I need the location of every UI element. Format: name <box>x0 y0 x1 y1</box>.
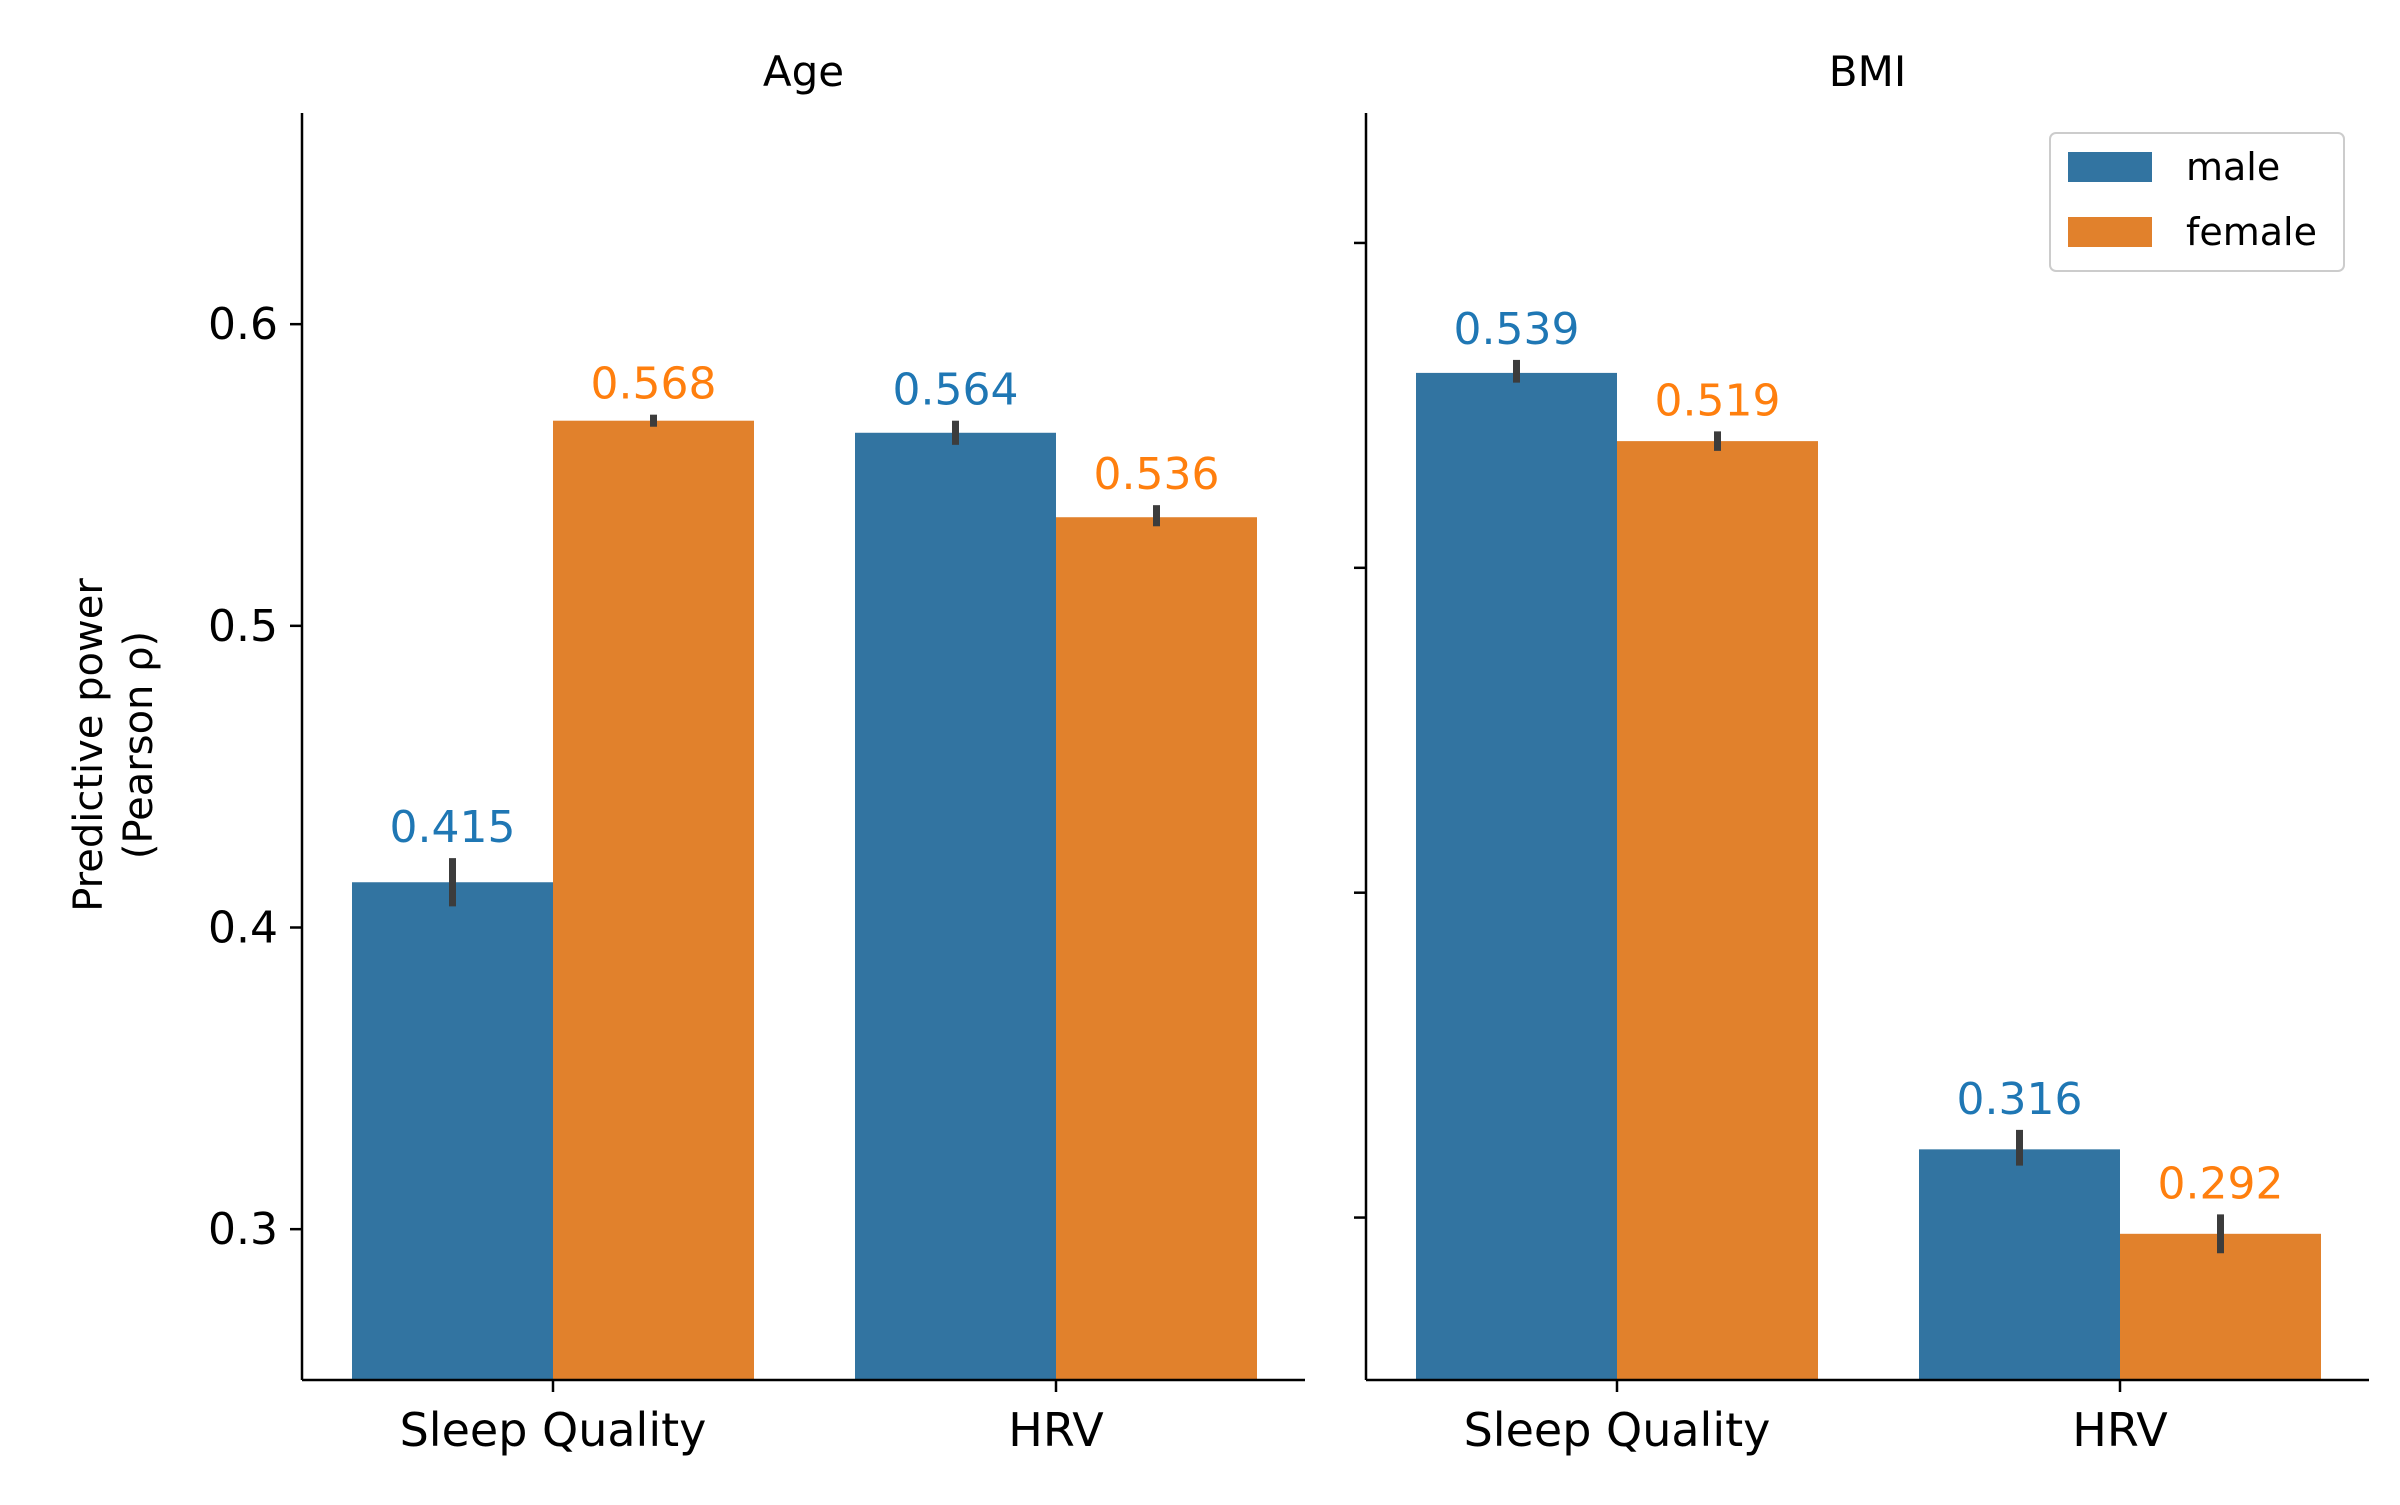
x-tick-label: HRV <box>2072 1403 2168 1457</box>
bar-female <box>1056 517 1257 1380</box>
data-label: 0.415 <box>390 802 516 853</box>
y-tick-label: 0.5 <box>208 601 278 652</box>
data-label: 0.568 <box>591 359 717 410</box>
legend-label-male: male <box>2186 145 2280 189</box>
data-label: 0.564 <box>893 365 1019 416</box>
bar-male <box>855 432 1056 1380</box>
data-label: 0.316 <box>1957 1074 2083 1125</box>
x-tick-label: Sleep Quality <box>1464 1403 1771 1457</box>
legend-label-female: female <box>2186 210 2317 254</box>
x-tick-label: HRV <box>1008 1403 1104 1457</box>
y-axis-label-line2: (Pearson ρ) <box>116 631 162 859</box>
panel-0: Age 0.415 0.568 Sleep Quality 0.564 0.536 HRV 0… <box>208 47 1305 1457</box>
y-tick-label: 0.6 <box>208 299 278 350</box>
panel-1: BMI 0.539 0.519 Sleep Quality 0.316 0.292 HRV <box>1354 47 2369 1457</box>
bar-female <box>1617 441 1818 1381</box>
bar-male <box>1919 1149 2120 1380</box>
legend-swatch-male <box>2068 152 2152 182</box>
panel-title: BMI <box>1829 47 1906 96</box>
y-axis-label-line1: Predictive power <box>66 578 112 912</box>
y-tick-label: 0.3 <box>208 1204 278 1255</box>
bar-male <box>352 882 553 1380</box>
data-label: 0.519 <box>1655 375 1781 426</box>
panel-title: Age <box>763 47 844 96</box>
data-label: 0.539 <box>1454 304 1580 355</box>
x-tick-label: Sleep Quality <box>400 1403 707 1457</box>
legend-swatch-female <box>2068 217 2152 247</box>
y-tick-label: 0.4 <box>208 903 278 954</box>
bar-female <box>2120 1233 2321 1380</box>
bar-male <box>1416 372 1617 1380</box>
data-label: 0.536 <box>1094 449 1220 500</box>
legend: male female <box>2049 132 2345 272</box>
data-label: 0.292 <box>2158 1158 2284 1209</box>
bar-female <box>553 420 754 1380</box>
